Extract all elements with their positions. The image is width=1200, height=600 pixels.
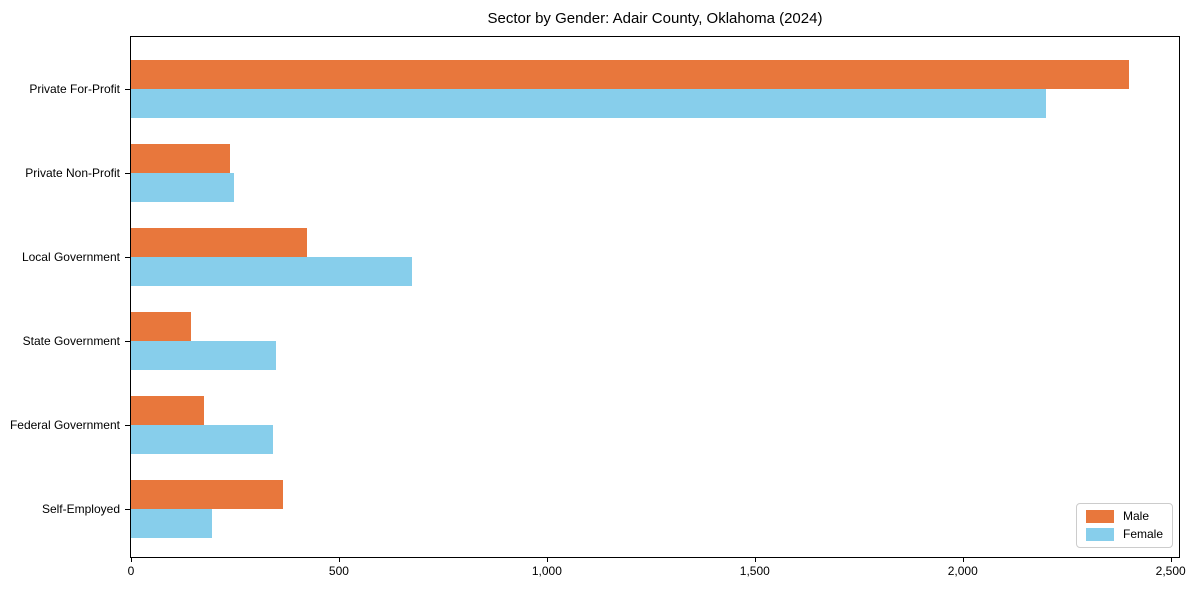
xtick-label-1000: 1,000 <box>531 564 562 578</box>
xtick-mark <box>1170 558 1172 562</box>
bar-male-self-employed <box>131 480 283 509</box>
ytick-mark <box>125 425 130 426</box>
bar-female-private-non-profit <box>131 173 235 202</box>
legend-entry-female: Female <box>1085 527 1163 541</box>
ytick-mark <box>125 341 130 342</box>
xtick-mark <box>754 558 756 562</box>
bar-male-private-for-profit <box>131 60 1130 89</box>
legend-label-female: Female <box>1122 527 1163 541</box>
xtick-mark <box>131 558 132 562</box>
bar-male-federal-government <box>131 396 204 425</box>
ytick-mark <box>125 173 130 174</box>
ytick-label-self-employed: Self-Employed <box>41 502 120 516</box>
plot-area: Male Female <box>130 36 1180 558</box>
xtick-mark <box>962 558 964 562</box>
xtick-label-2000: 2,000 <box>947 564 978 578</box>
bar-female-state-government <box>131 341 277 370</box>
bar-male-private-non-profit <box>131 144 230 173</box>
bar-female-self-employed <box>131 509 213 538</box>
xtick-label-0: 0 <box>127 564 135 578</box>
ytick-mark <box>125 257 130 258</box>
ytick-label-local-government: Local Government <box>21 250 120 264</box>
bar-male-state-government <box>131 312 191 341</box>
legend-label-male: Male <box>1122 509 1149 523</box>
legend-entry-male: Male <box>1085 509 1163 523</box>
legend-swatch-female <box>1085 528 1114 541</box>
ytick-label-private-non-profit: Private Non-Profit <box>25 166 120 180</box>
xtick-mark <box>546 558 548 562</box>
legend-swatch-male <box>1085 510 1114 523</box>
xtick-label-1500: 1,500 <box>739 564 770 578</box>
bar-female-local-government <box>131 257 412 286</box>
ytick-label-private-for-profit: Private For-Profit <box>29 82 120 96</box>
xtick-label-500: 500 <box>328 564 349 578</box>
ytick-mark <box>125 509 130 510</box>
bar-female-private-for-profit <box>131 89 1046 118</box>
legend: Male Female <box>1075 503 1173 548</box>
ytick-mark <box>125 89 130 90</box>
xtick-label-2500: 2,500 <box>1155 564 1186 578</box>
bar-male-local-government <box>131 228 307 257</box>
ytick-label-federal-government: Federal Government <box>9 418 120 432</box>
chart-title: Sector by Gender: Adair County, Oklahoma… <box>487 10 823 27</box>
ytick-label-state-government: State Government <box>22 334 120 348</box>
bar-female-federal-government <box>131 425 273 454</box>
xtick-mark <box>338 558 340 562</box>
